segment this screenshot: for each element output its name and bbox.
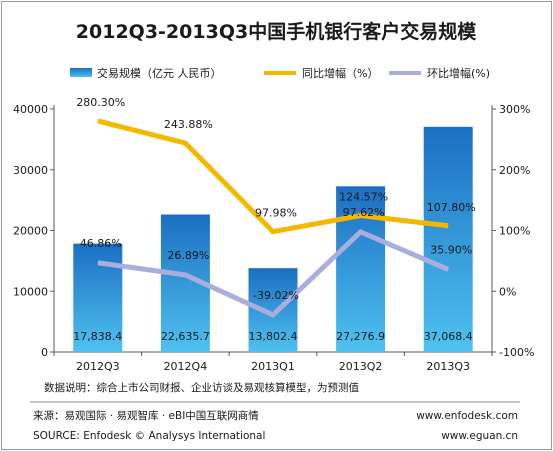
- yoy-data-label: 97.98%: [255, 207, 297, 220]
- bar-value-label: 13,802.4: [249, 330, 298, 343]
- source-cn: 来源：易观国际 · 易观智库 · eBI中国互联网商情: [33, 409, 259, 422]
- y-right-tick-label: 100%: [499, 225, 530, 238]
- data-note: 数据说明：综合上市公司财报、企业访谈及易观核算模型，为预测值: [44, 381, 359, 394]
- plot-area: 0 10000 20000 30000 40000 -100% 0% 100% 200% 300%…: [13, 96, 534, 373]
- legend: 交易规模（亿元 人民币） 同比增幅（%） 环比增幅(%): [70, 66, 490, 80]
- bar-value-label: 37,068.4: [424, 330, 473, 343]
- y-right-tick-label: 0%: [499, 285, 516, 298]
- qoq-data-label: 46.86%: [80, 237, 122, 250]
- legend-label-yoy: 同比增幅（%）: [302, 66, 378, 80]
- qoq-data-label: 97.62%: [343, 206, 385, 219]
- y-right-tick-label: -100%: [499, 346, 534, 359]
- x-tick-label: 2013Q1: [251, 360, 295, 373]
- bar-value-label: 17,838.4: [73, 330, 122, 343]
- bar-volume: [423, 126, 473, 352]
- source-en: SOURCE: Enfodesk © Analysys Internationa…: [33, 430, 265, 442]
- url-eguan: www.eguan.cn: [441, 430, 518, 442]
- yoy-data-label: 124.57%: [339, 191, 388, 204]
- line-qoq: [97, 229, 450, 318]
- qoq-data-label: 26.89%: [167, 249, 209, 262]
- y-left-tick-label: 0: [41, 346, 48, 359]
- legend-swatch-bar: [70, 68, 92, 77]
- yoy-data-label: 107.80%: [427, 201, 476, 214]
- line-yoy: [97, 118, 449, 235]
- bar-volume: [73, 243, 123, 352]
- legend-label-qoq: 环比增幅(%): [427, 66, 490, 80]
- x-tick-label: 2012Q4: [164, 360, 208, 373]
- yoy-data-label: 243.88%: [164, 118, 213, 131]
- yoy-data-label: 280.30%: [76, 96, 125, 109]
- y-left-tick-label: 30000: [13, 164, 48, 177]
- bar-value-label: 27,276.9: [336, 330, 385, 343]
- qoq-data-label: 35.90%: [430, 243, 472, 256]
- url-enfodesk: www.enfodesk.com: [416, 410, 518, 422]
- y-left-tick-label: 10000: [13, 285, 48, 298]
- y-left-tick-label: 20000: [13, 225, 48, 238]
- y-right-tick-label: 300%: [499, 103, 530, 116]
- x-tick-label: 2013Q3: [426, 360, 470, 373]
- legend-label-volume: 交易规模（亿元 人民币）: [97, 66, 222, 80]
- x-tick-label: 2012Q3: [76, 360, 120, 373]
- qoq-data-label: -39.02%: [253, 289, 299, 302]
- chart-title: 2012Q3-2013Q3中国手机银行客户交易规模: [76, 20, 477, 43]
- y-right-tick-label: 200%: [499, 164, 530, 177]
- x-tick-label: 2013Q2: [339, 360, 383, 373]
- bar-value-label: 22,635.7: [161, 330, 210, 343]
- y-left-tick-label: 40000: [13, 103, 48, 116]
